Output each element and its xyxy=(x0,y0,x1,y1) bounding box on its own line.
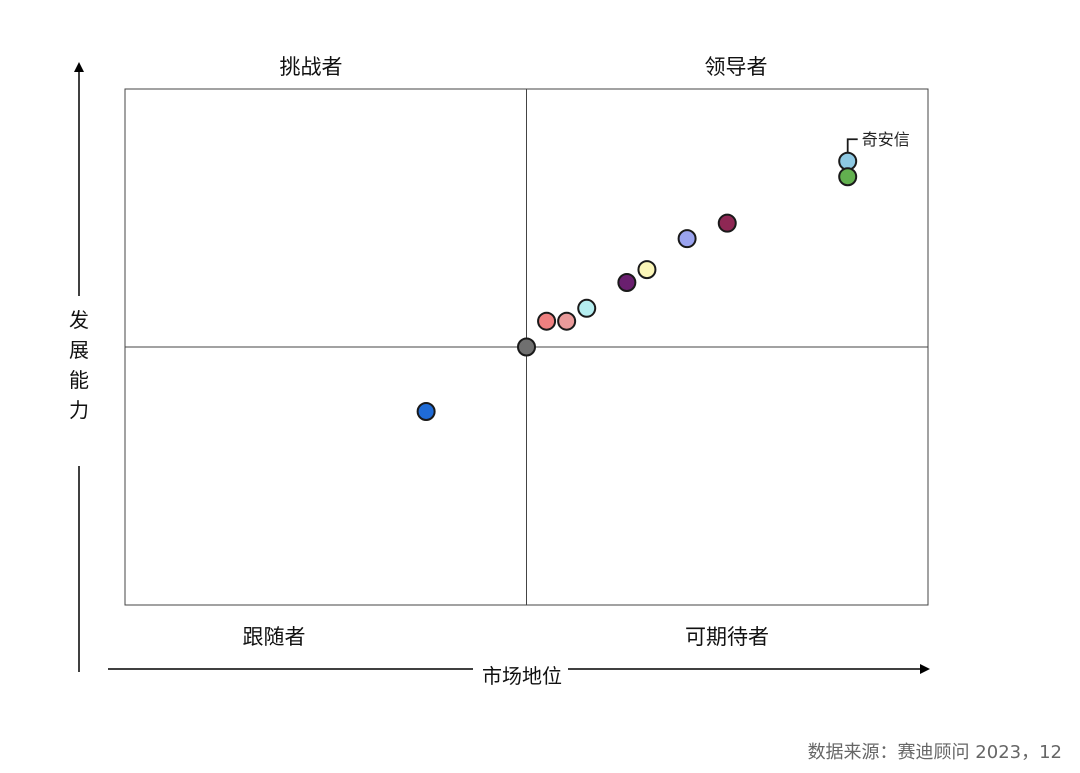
y-axis-label: 发展能力 xyxy=(69,308,89,422)
data-point-11 xyxy=(416,402,436,421)
data-point-label-1: 奇安信 xyxy=(862,130,910,149)
data-point-6 xyxy=(617,273,637,292)
source-note: 数据来源：赛迪顾问 2023，12 xyxy=(808,742,1062,763)
leader-line-1 xyxy=(846,138,858,153)
quadrant-label-follower: 跟随者 xyxy=(243,625,306,649)
quadrant-label-promising: 可期待者 xyxy=(685,625,769,649)
data-point-4 xyxy=(677,229,697,249)
data-point-10 xyxy=(517,337,536,357)
data-point-2 xyxy=(838,167,858,187)
data-point-7 xyxy=(577,298,597,318)
quadrant-label-leader: 领导者 xyxy=(705,55,768,79)
data-point-3 xyxy=(717,213,737,233)
data-point-9 xyxy=(557,311,577,331)
data-points: 奇安信 xyxy=(416,130,910,421)
data-point-5 xyxy=(637,260,657,280)
data-point-8 xyxy=(537,311,557,331)
quadrant-label-challenger: 挑战者 xyxy=(280,55,343,79)
data-point-1 xyxy=(838,151,858,171)
x-axis-label: 市场地位 xyxy=(482,664,562,688)
